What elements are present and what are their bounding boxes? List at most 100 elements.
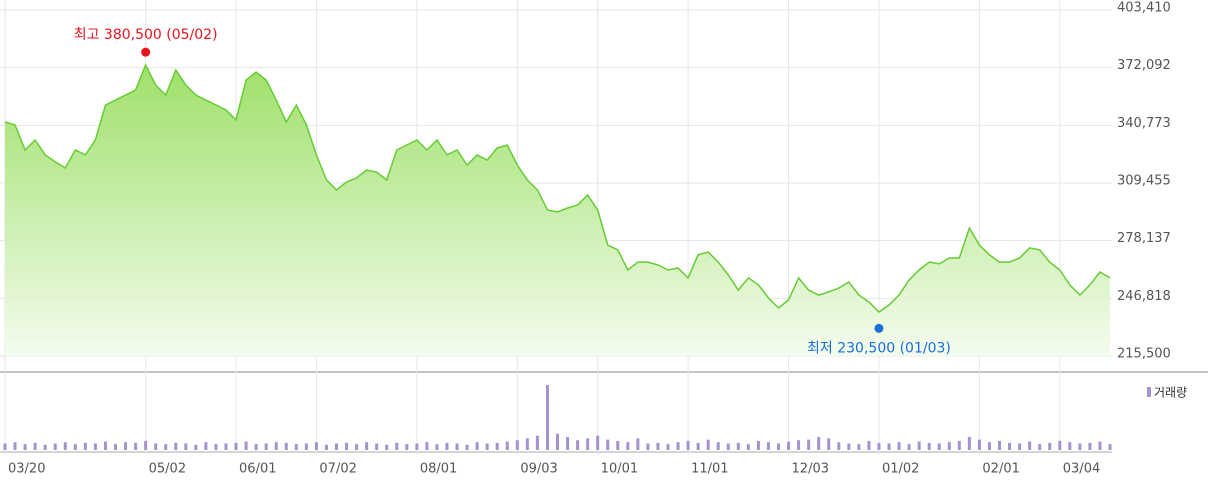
- volume-bar: [224, 443, 228, 450]
- volume-bar: [134, 442, 138, 450]
- y-tick-label: 309,455: [1117, 174, 1171, 189]
- volume-bar: [274, 442, 278, 450]
- volume-bar: [706, 439, 710, 450]
- volume-bar: [696, 442, 700, 450]
- x-tick-label: 05/02: [149, 462, 186, 477]
- volume-bar: [987, 442, 991, 450]
- volume-bar: [957, 440, 961, 450]
- annotation: 최저 230,500 (01/03): [807, 340, 951, 356]
- x-tick-label: 06/01: [239, 462, 276, 477]
- volume-bar: [626, 442, 630, 450]
- volume-bar: [234, 442, 238, 450]
- x-tick-label: 09/03: [520, 462, 557, 477]
- volume-bar: [1008, 442, 1012, 450]
- volume-bar: [606, 439, 610, 450]
- x-tick-label: 02/01: [982, 462, 1019, 477]
- volume-bar: [1058, 440, 1062, 450]
- volume-bar: [43, 444, 47, 450]
- volume-bar: [756, 440, 760, 450]
- volume-bar: [797, 440, 801, 450]
- volume-bar: [114, 444, 117, 450]
- area-fill: [5, 65, 1110, 356]
- volume-bar: [103, 441, 107, 450]
- price-line: [4, 63, 1111, 313]
- volume-bar: [485, 443, 489, 450]
- volume-bar: [1018, 443, 1022, 450]
- y-tick-label: 403,410: [1117, 1, 1171, 16]
- volume-bar: [324, 444, 328, 450]
- volume-bar: [124, 442, 128, 450]
- volume-bar: [395, 442, 399, 450]
- volume-bar: [967, 437, 971, 450]
- volume-bar: [93, 443, 97, 450]
- legend-label: 거래량: [1154, 386, 1187, 400]
- x-tick-label: 01/02: [882, 462, 919, 477]
- volume-bar: [314, 442, 318, 450]
- volume-bar: [194, 444, 198, 450]
- volume-bar: [375, 443, 379, 450]
- volume-bar: [646, 443, 650, 450]
- volume-bar: [475, 442, 479, 450]
- volume-bar: [214, 444, 218, 450]
- volume-bar: [244, 441, 248, 450]
- volume-bar: [566, 437, 570, 450]
- y-tick-label: 278,137: [1117, 231, 1171, 246]
- volume-bar: [927, 442, 931, 450]
- volume-bar: [465, 444, 469, 450]
- volume-bar: [847, 443, 851, 450]
- volume-bar: [3, 443, 7, 450]
- volume-bar: [656, 442, 660, 450]
- volume-bar: [495, 442, 499, 450]
- volume-bar: [787, 441, 791, 450]
- extreme-marker: [874, 323, 884, 333]
- x-tick-label: 10/01: [601, 462, 638, 477]
- x-tick-label: 11/01: [691, 462, 728, 477]
- volume-bar: [616, 440, 620, 450]
- volume-bar: [435, 444, 439, 450]
- volume-bar: [917, 441, 921, 450]
- volume-bar: [556, 433, 559, 450]
- volume-bar: [445, 442, 449, 450]
- volume-bar: [335, 443, 338, 450]
- volume-bar: [1028, 441, 1032, 450]
- volume-bar: [254, 444, 258, 450]
- volume-bar: [887, 443, 891, 450]
- volume-bar: [897, 442, 901, 450]
- volume-bar: [736, 442, 740, 450]
- volume-bar: [515, 440, 519, 450]
- volume-bar: [586, 438, 590, 450]
- volume-bar: [264, 443, 268, 450]
- volume-bar: [415, 443, 419, 450]
- volume-bar: [666, 444, 670, 450]
- volume-bar: [284, 442, 288, 450]
- volume-bar: [726, 443, 730, 450]
- volume-bar: [13, 442, 17, 450]
- volume-bar: [1068, 442, 1072, 450]
- volume-bar: [204, 442, 208, 450]
- volume-bar: [817, 437, 821, 450]
- volume-bar: [676, 442, 680, 450]
- volume-bar: [33, 442, 37, 450]
- volume-bar: [345, 442, 349, 450]
- volume-bar: [505, 441, 509, 450]
- x-tick-label: 03/20: [8, 462, 45, 477]
- volume-bar: [545, 385, 549, 450]
- volume-bar: [1088, 442, 1092, 450]
- volume-bar: [525, 438, 529, 450]
- volume-bar: [1078, 443, 1082, 450]
- annotation: 최고 380,500 (05/02): [74, 27, 218, 43]
- x-tick-label: 03/04: [1063, 462, 1100, 477]
- extreme-marker: [141, 47, 151, 57]
- volume-bar: [1048, 442, 1052, 450]
- volume-bar: [807, 439, 811, 450]
- volume-bar: [686, 440, 690, 450]
- y-tick-label: 246,818: [1117, 289, 1171, 304]
- volume-bar: [867, 440, 871, 450]
- volume-bar: [53, 443, 57, 450]
- volume-bar: [1038, 444, 1042, 450]
- volume-bar: [365, 442, 369, 450]
- volume-bar: [294, 444, 298, 450]
- volume-bar: [535, 435, 539, 450]
- volume-bar: [425, 442, 429, 450]
